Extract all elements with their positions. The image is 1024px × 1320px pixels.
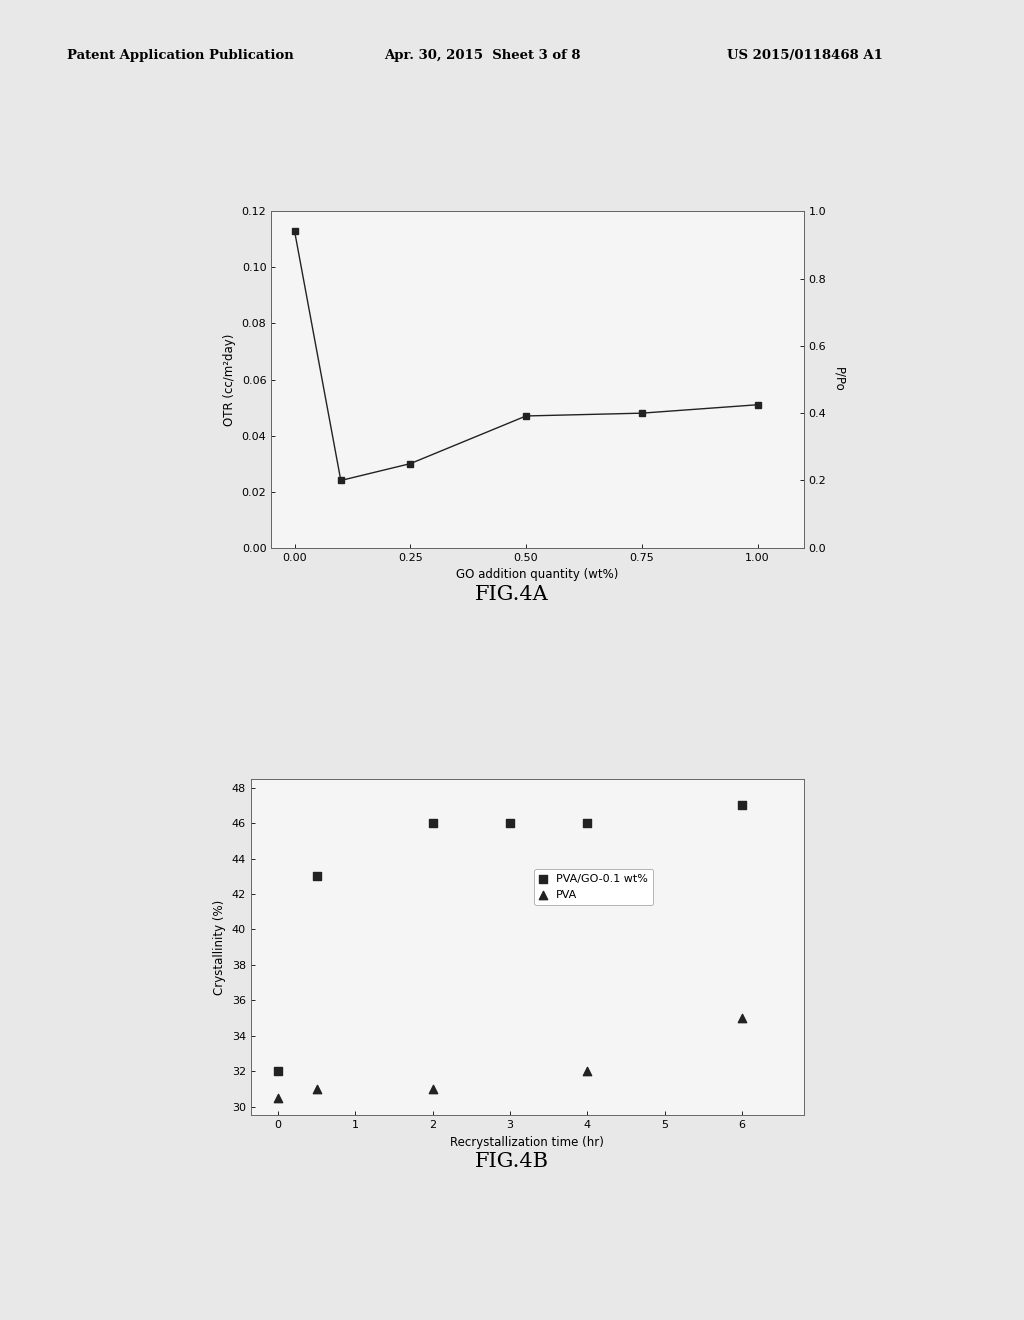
PVA: [308, 1078, 325, 1100]
Text: FIG.4A: FIG.4A: [475, 585, 549, 603]
Text: Patent Application Publication: Patent Application Publication: [67, 49, 293, 62]
PVA/GO-0.1 wt%: [734, 795, 751, 816]
Text: Apr. 30, 2015  Sheet 3 of 8: Apr. 30, 2015 Sheet 3 of 8: [384, 49, 581, 62]
PVA/GO-0.1 wt%: [580, 813, 596, 834]
X-axis label: GO addition quantity (wt%): GO addition quantity (wt%): [457, 568, 618, 581]
PVA/GO-0.1 wt%: [269, 1060, 286, 1081]
Legend: PVA/GO-0.1 wt%, PVA: PVA/GO-0.1 wt%, PVA: [535, 869, 653, 906]
PVA: [580, 1060, 596, 1081]
PVA: [424, 1078, 440, 1100]
Y-axis label: OTR (cc/m²day): OTR (cc/m²day): [223, 334, 237, 425]
PVA: [734, 1007, 751, 1028]
PVA: [269, 1088, 286, 1109]
X-axis label: Recrystallization time (hr): Recrystallization time (hr): [451, 1135, 604, 1148]
PVA/GO-0.1 wt%: [502, 813, 518, 834]
Text: FIG.4B: FIG.4B: [475, 1152, 549, 1171]
Y-axis label: Crystallinity (%): Crystallinity (%): [213, 899, 226, 995]
PVA/GO-0.1 wt%: [308, 866, 325, 887]
PVA/GO-0.1 wt%: [424, 813, 440, 834]
Y-axis label: P/Po: P/Po: [833, 367, 845, 392]
Text: US 2015/0118468 A1: US 2015/0118468 A1: [727, 49, 883, 62]
